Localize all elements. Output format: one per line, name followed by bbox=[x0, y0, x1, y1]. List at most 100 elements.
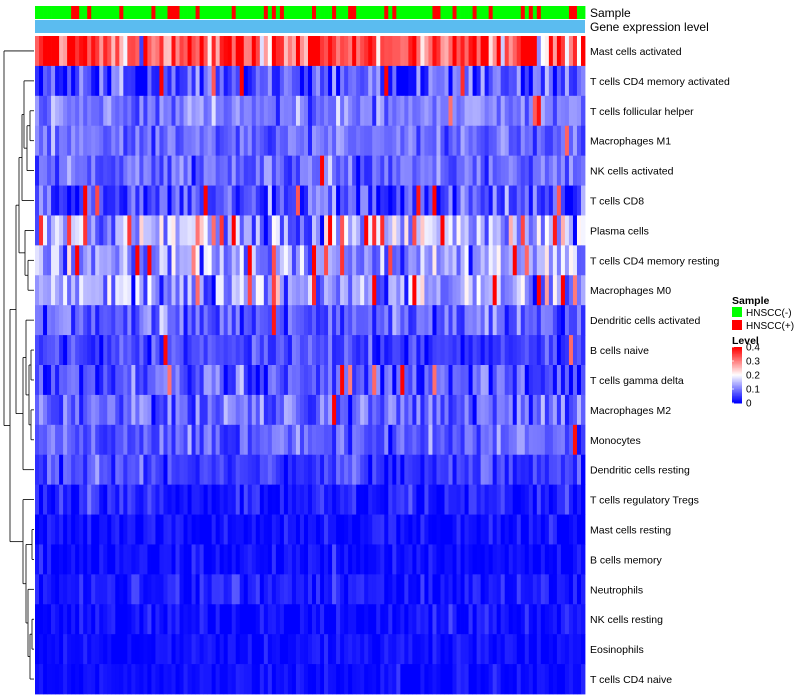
heatmap-cell bbox=[307, 544, 313, 575]
heatmap-cell bbox=[175, 514, 180, 545]
heatmap-cell bbox=[492, 36, 498, 67]
heatmap-cell bbox=[536, 215, 542, 246]
heatmap-cell bbox=[420, 664, 425, 695]
heatmap-cell bbox=[552, 185, 558, 216]
heatmap-cell bbox=[239, 185, 245, 216]
heatmap-cell bbox=[231, 125, 237, 157]
heatmap-cell bbox=[372, 155, 377, 186]
heatmap-cell bbox=[496, 544, 502, 575]
heatmap-cell bbox=[291, 65, 297, 97]
heatmap-cell bbox=[400, 245, 405, 276]
heatmap-cell bbox=[324, 215, 329, 246]
heatmap-cell bbox=[580, 634, 586, 665]
heatmap-cell bbox=[328, 95, 333, 127]
heatmap-cell bbox=[147, 335, 152, 366]
row-label: T cells CD4 memory resting bbox=[590, 255, 719, 267]
heatmap-cell bbox=[316, 664, 321, 695]
heatmap-cell bbox=[364, 634, 369, 665]
heatmap-cell bbox=[460, 65, 465, 97]
heatmap-cell bbox=[524, 125, 530, 157]
heatmap-cell bbox=[512, 305, 518, 336]
heatmap-cell bbox=[239, 215, 245, 246]
heatmap-cell bbox=[247, 36, 253, 67]
heatmap-cell bbox=[127, 275, 132, 306]
heatmap-cell bbox=[544, 664, 550, 695]
heatmap-cell bbox=[380, 155, 385, 186]
heatmap-cell bbox=[275, 245, 281, 276]
heatmap-cell bbox=[187, 664, 192, 695]
heatmap-cell bbox=[400, 604, 405, 635]
heatmap-cell bbox=[179, 394, 184, 426]
heatmap-cell bbox=[135, 394, 140, 426]
heatmap-cell bbox=[576, 125, 582, 157]
row-label: Neutrophils bbox=[590, 584, 643, 596]
heatmap-cell bbox=[496, 335, 502, 366]
heatmap-cell bbox=[39, 484, 44, 515]
sample-annotation-cell bbox=[392, 6, 397, 19]
heatmap-cell bbox=[79, 634, 84, 665]
heatmap-cell bbox=[219, 664, 225, 695]
heatmap-cell bbox=[376, 185, 381, 216]
heatmap-cell bbox=[223, 574, 229, 605]
heatmap-cell bbox=[175, 215, 180, 246]
heatmap-cell bbox=[215, 305, 221, 336]
heatmap-cell bbox=[259, 484, 265, 515]
sample-annotation-cell bbox=[348, 6, 353, 19]
heatmap-cell bbox=[223, 365, 229, 396]
heatmap-cell bbox=[135, 36, 140, 67]
heatmap-cell bbox=[123, 305, 128, 336]
heatmap-cell bbox=[504, 95, 510, 127]
heatmap-cell bbox=[55, 65, 60, 97]
heatmap-cell bbox=[147, 155, 152, 186]
heatmap-cell bbox=[299, 335, 305, 366]
heatmap-cell bbox=[43, 664, 48, 695]
heatmap-cell bbox=[408, 664, 413, 695]
heatmap-cell bbox=[492, 634, 498, 665]
heatmap-cell bbox=[239, 36, 245, 67]
sample-annotation-cell bbox=[259, 6, 265, 19]
heatmap-cell bbox=[432, 484, 437, 515]
heatmap-cell bbox=[444, 95, 449, 127]
heatmap-cell bbox=[404, 36, 409, 67]
heatmap-cell bbox=[520, 215, 526, 246]
heatmap-cell bbox=[368, 634, 373, 665]
heatmap-cell bbox=[312, 514, 317, 545]
heatmap-cell bbox=[396, 514, 401, 545]
heatmap-cell bbox=[115, 424, 120, 456]
heatmap-cell bbox=[464, 245, 469, 276]
heatmap-cell bbox=[243, 155, 249, 186]
heatmap-cell bbox=[111, 574, 116, 605]
heatmap-cell bbox=[211, 544, 217, 575]
heatmap-cell bbox=[251, 155, 257, 186]
heatmap-cell bbox=[528, 95, 534, 127]
gradient-step bbox=[732, 362, 742, 365]
heatmap-cell bbox=[179, 664, 184, 695]
heatmap-cell bbox=[560, 65, 566, 97]
heatmap-cell bbox=[536, 664, 542, 695]
heatmap-cell bbox=[135, 634, 140, 665]
heatmap-cell bbox=[492, 514, 498, 545]
sample-annotation-cell bbox=[51, 6, 56, 19]
heatmap-cell bbox=[83, 394, 88, 426]
heatmap-cell bbox=[352, 36, 357, 67]
heatmap-cell bbox=[271, 604, 277, 635]
heatmap-cell bbox=[508, 335, 514, 366]
heatmap-cell bbox=[472, 544, 477, 575]
heatmap-cell bbox=[456, 604, 461, 635]
heatmap-cell bbox=[211, 335, 217, 366]
heatmap-cell bbox=[275, 664, 281, 695]
heatmap-cell bbox=[352, 424, 357, 456]
heatmap-cell bbox=[320, 275, 325, 306]
heatmap-cell bbox=[171, 335, 176, 366]
heatmap-cell bbox=[155, 484, 160, 515]
heatmap-cell bbox=[271, 65, 277, 97]
heatmap-cell bbox=[127, 634, 132, 665]
heatmap-cell bbox=[348, 514, 353, 545]
heatmap-cell bbox=[536, 305, 542, 336]
heatmap-cell bbox=[580, 215, 586, 246]
heatmap-cell bbox=[552, 544, 558, 575]
heatmap-cell bbox=[528, 65, 534, 97]
gradient-step bbox=[732, 352, 742, 355]
heatmap-cell bbox=[448, 95, 453, 127]
heatmap-cell bbox=[279, 275, 285, 306]
